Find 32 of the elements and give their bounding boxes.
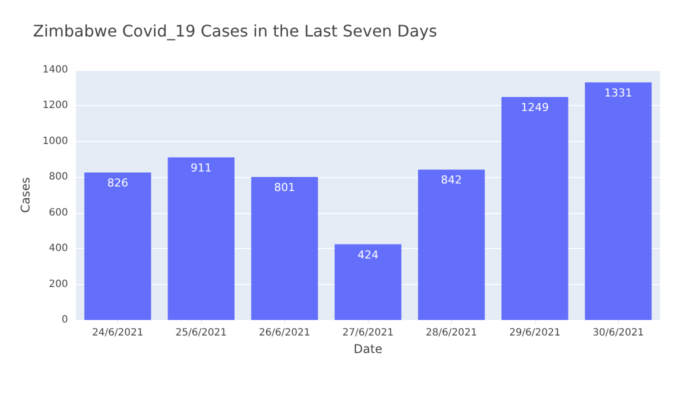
x-tick-label: 30/6/2021 <box>592 328 644 338</box>
y-tick-label: 400 <box>48 243 68 254</box>
y-tick-label: 800 <box>48 172 68 183</box>
x-tick-label: 29/6/2021 <box>509 328 560 338</box>
bar <box>501 96 568 320</box>
bar <box>584 82 652 320</box>
y-tick-label: 1000 <box>42 136 68 147</box>
x-tick-label: 27/6/2021 <box>342 328 394 338</box>
bar <box>418 170 485 320</box>
bar <box>168 157 235 320</box>
bar <box>251 176 318 320</box>
y-axis-title: Cases <box>18 177 33 213</box>
y-tick-label: 1400 <box>42 64 68 76</box>
data-label: 842 <box>440 174 462 187</box>
y-tick-label: 200 <box>48 278 68 290</box>
x-tick-label: 26/6/2021 <box>258 328 310 338</box>
data-label: 911 <box>190 161 212 174</box>
bar <box>84 172 152 320</box>
x-axis-title: Date <box>354 342 382 356</box>
y-tick-label: 600 <box>48 207 68 218</box>
data-label: 826 <box>107 176 128 190</box>
y-tick-label: 0 <box>62 314 68 326</box>
data-label: 1331 <box>604 86 632 100</box>
chart-title: Zimbabwe Covid_19 Cases in the Last Seven Days <box>33 22 438 40</box>
x-tick-label: 24/6/2021 <box>92 328 144 338</box>
bar <box>334 244 402 320</box>
data-label: 801 <box>274 180 296 194</box>
data-label: 424 <box>358 248 378 262</box>
y-tick-label: 1200 <box>42 100 68 112</box>
x-tick-label: 28/6/2021 <box>426 328 478 338</box>
data-label: 1249 <box>520 100 549 114</box>
x-tick-label: 25/6/2021 <box>176 328 227 338</box>
